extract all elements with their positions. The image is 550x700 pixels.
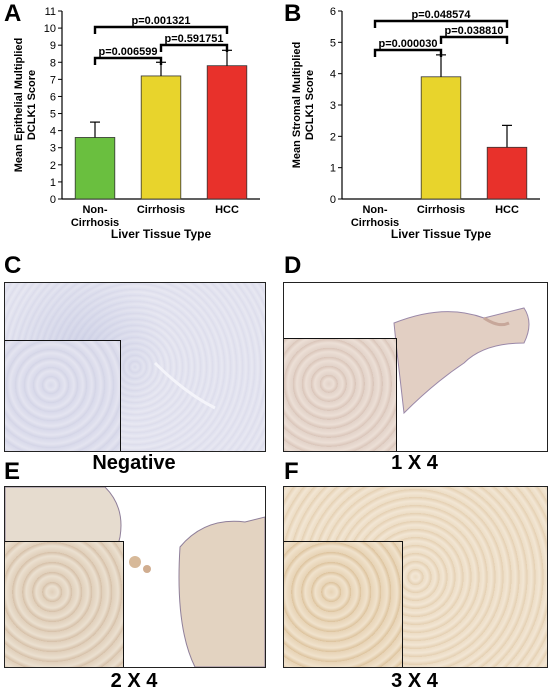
charta-bracket-0 xyxy=(93,56,163,65)
panel-letter-c: C xyxy=(4,252,22,279)
chartb-ytick-label-3: 3 xyxy=(330,100,336,112)
charta-xtick-label-2: HCC xyxy=(215,204,239,216)
inset-1x4 xyxy=(284,338,397,451)
caption-1x4: 1 X 4 xyxy=(391,452,438,474)
caption-3x4: 3 X 4 xyxy=(391,670,438,692)
charta-ylabel: Mean Epithelial MultipliedDCLK1 Score xyxy=(13,38,38,172)
chartb-ytick-label-6: 6 xyxy=(330,6,336,18)
chartb-pvalue-2: p=0.048574 xyxy=(411,9,471,21)
charta-ytick-label-6: 6 xyxy=(50,91,56,103)
chartb-ytick-label-0: 0 xyxy=(330,194,336,206)
charta-ytick-label-9: 9 xyxy=(50,40,56,52)
charta-ytick-label-11: 11 xyxy=(45,6,56,18)
charta-bar-1 xyxy=(140,75,182,200)
charta-bracket-2 xyxy=(93,25,229,34)
inset-negative xyxy=(5,340,121,451)
chartb-ytick-label-1: 1 xyxy=(330,163,336,175)
charta-ytick-label-10: 10 xyxy=(44,23,56,35)
inset-3x4 xyxy=(284,541,403,667)
micrograph-negative xyxy=(4,282,266,452)
panel-letter-d: D xyxy=(284,252,302,279)
charta-pvalue-0: p=0.006599 xyxy=(98,46,157,58)
charta-xtick-label-1: Cirrhosis xyxy=(137,204,185,216)
charta-ytick-label-5: 5 xyxy=(50,109,56,121)
chartb-bracket-2 xyxy=(373,19,509,28)
caption-2x4: 2 X 4 xyxy=(110,670,158,692)
chartb-pvalue-0: p=0.000030 xyxy=(378,38,437,50)
chartb-xtick-label-1: Cirrhosis xyxy=(417,204,465,216)
chartb-bracket-1 xyxy=(439,35,509,44)
tissue-texture-negative xyxy=(153,361,216,410)
charta-ytick-label-2: 2 xyxy=(50,160,56,172)
charta-ytick-label-0: 0 xyxy=(50,194,56,206)
micrograph-2x4 xyxy=(4,486,266,668)
panel-letter-f: F xyxy=(284,458,299,485)
chartb-ylabel: Mean Stromal MultipliedDCLK1 Score xyxy=(291,42,316,169)
micrograph-1x4 xyxy=(283,282,548,452)
chartb-bar-1 xyxy=(420,76,462,200)
tissue-shape-1x4 xyxy=(393,307,530,415)
chartb-xtick-label-2: HCC xyxy=(495,204,519,216)
chart-epithelial-dclk1: 0 1 2 3 4 5 6 7 8 9 10 11 Mean Epithelial Multiplied… xyxy=(13,6,260,241)
chartb-pvalue-1: p=0.038810 xyxy=(444,25,503,37)
charta-bracket-1 xyxy=(159,43,229,52)
chartb-ytick-label-4: 4 xyxy=(330,69,336,81)
charta-ytick-label-4: 4 xyxy=(50,126,56,138)
charta-pvalue-2: p=0.001321 xyxy=(131,15,190,27)
charta-pvalue-1: p=0.591751 xyxy=(164,33,223,45)
chartb-xtick-label-0: Non-Cirrhosis xyxy=(351,204,399,229)
charta-ytick-label-3: 3 xyxy=(50,143,56,155)
chart-stromal-dclk1: 0 1 2 3 4 5 6 Mean Stromal MultipliedDCLK1 Scor… xyxy=(291,6,540,241)
charta-ytick-label-1: 1 xyxy=(50,177,56,189)
charta-ytick-label-7: 7 xyxy=(50,74,56,86)
charta-xtick-label-0: Non-Cirrhosis xyxy=(71,204,119,229)
charta-bar-2 xyxy=(206,65,248,200)
charta-ytick-label-8: 8 xyxy=(50,57,56,69)
panel-letter-b: B xyxy=(284,0,302,27)
chartb-xlabel: Liver Tissue Type xyxy=(391,227,492,241)
caption-negative: Negative xyxy=(92,452,176,474)
chartb-bar-2 xyxy=(486,146,528,200)
charta-xlabel: Liver Tissue Type xyxy=(111,227,212,241)
micrograph-3x4 xyxy=(283,486,548,668)
chartb-bracket-0 xyxy=(373,48,443,57)
chartb-ytick-label-2: 2 xyxy=(330,131,336,143)
inset-2x4 xyxy=(5,541,124,667)
panel-letter-a: A xyxy=(4,0,22,27)
chartb-ytick-label-5: 5 xyxy=(330,37,336,49)
panel-letter-e: E xyxy=(4,458,21,485)
charta-bar-0 xyxy=(74,137,116,200)
